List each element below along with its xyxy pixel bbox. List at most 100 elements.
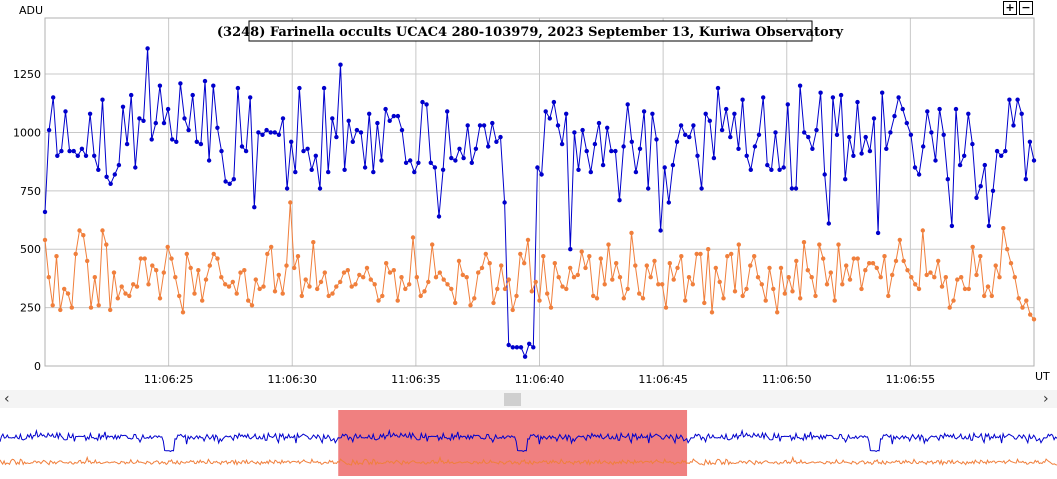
data-point: [555, 123, 561, 128]
data-point: [345, 268, 350, 273]
data-point: [594, 296, 600, 301]
data-point: [644, 263, 649, 268]
data-point: [65, 291, 71, 296]
zoom-in-button[interactable]: +: [1003, 1, 1017, 15]
data-point: [353, 282, 358, 287]
data-point: [786, 275, 791, 280]
data-point: [781, 165, 786, 170]
data-point: [989, 293, 994, 299]
data-point: [763, 298, 768, 303]
data-point: [576, 167, 581, 172]
data-point: [307, 284, 312, 289]
data-point: [133, 165, 138, 170]
data-point: [77, 228, 82, 233]
data-point: [261, 284, 266, 289]
data-point: [260, 132, 265, 137]
data-point: [662, 165, 667, 170]
data-point: [46, 275, 51, 280]
overview-highlight[interactable]: [338, 410, 688, 476]
data-point: [587, 254, 592, 259]
data-point: [893, 258, 899, 264]
data-point: [418, 293, 423, 299]
data-point: [295, 254, 301, 259]
scroll-left-icon[interactable]: ‹: [4, 391, 10, 407]
data-point: [552, 261, 557, 266]
y-tick-label: 750: [20, 185, 41, 198]
scroll-right-icon[interactable]: ›: [1043, 391, 1049, 407]
scroll-thumb[interactable]: [504, 393, 521, 406]
data-point: [543, 109, 548, 114]
data-point: [350, 139, 355, 144]
data-point: [947, 305, 952, 310]
data-point: [142, 256, 147, 261]
data-point: [268, 130, 273, 135]
data-point: [499, 263, 504, 268]
data-point: [391, 113, 396, 119]
data-point: [149, 137, 154, 142]
data-point: [744, 286, 749, 292]
data-point: [583, 265, 588, 271]
data-point: [178, 81, 183, 86]
data-point: [92, 153, 97, 158]
data-point: [621, 296, 626, 301]
data-point: [828, 270, 833, 275]
data-point: [1001, 226, 1006, 231]
data-point: [239, 144, 245, 149]
data-point: [59, 148, 64, 154]
data-point: [982, 162, 987, 168]
data-point: [154, 268, 159, 273]
data-point: [256, 130, 261, 135]
data-point: [338, 279, 343, 285]
data-point: [539, 172, 544, 177]
y-tick-label: 1000: [13, 126, 41, 139]
data-point: [123, 291, 128, 296]
data-point: [165, 106, 171, 112]
data-point: [568, 247, 573, 252]
data-point: [42, 209, 48, 215]
data-point: [945, 177, 950, 182]
data-point: [395, 113, 401, 119]
horizontal-scrollbar[interactable]: ‹ ›: [0, 390, 1057, 408]
data-point: [822, 172, 827, 177]
data-point: [177, 293, 182, 299]
data-point: [51, 95, 56, 100]
data-point: [559, 141, 565, 147]
data-point: [993, 263, 998, 268]
data-point: [974, 195, 979, 200]
data-point: [715, 85, 721, 91]
data-point: [548, 305, 554, 310]
grid-lines: [45, 18, 1034, 366]
data-point: [252, 205, 257, 210]
x-tick-label: 11:06:30: [268, 373, 317, 386]
data-point: [322, 270, 327, 275]
data-point: [994, 148, 1000, 154]
zoom-out-button[interactable]: −: [1019, 1, 1033, 15]
data-point: [896, 95, 901, 100]
data-point: [629, 230, 634, 236]
data-point: [510, 345, 515, 350]
data-point: [767, 265, 772, 271]
data-point: [315, 286, 320, 292]
data-point: [602, 282, 607, 287]
data-point: [145, 46, 150, 51]
data-point: [813, 293, 818, 299]
data-point: [215, 125, 220, 130]
data-point: [609, 148, 614, 154]
data-point: [1015, 97, 1020, 102]
data-point: [131, 282, 136, 287]
data-point: [817, 242, 822, 247]
data-point: [227, 181, 232, 186]
data-point: [959, 275, 964, 280]
data-point: [686, 275, 692, 280]
data-point: [752, 254, 757, 259]
data-point: [933, 158, 938, 163]
data-point: [909, 275, 914, 280]
data-point: [242, 268, 247, 273]
data-point: [617, 198, 622, 203]
data-point: [108, 181, 113, 186]
data-point: [476, 270, 481, 275]
data-point: [875, 230, 881, 236]
data-point: [880, 90, 885, 95]
overview-strip[interactable]: [0, 410, 1057, 476]
data-point: [929, 130, 934, 135]
